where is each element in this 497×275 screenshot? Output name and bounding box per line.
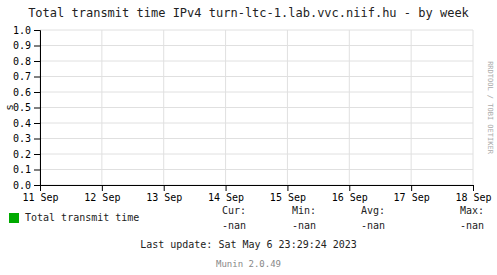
grid-line (411, 30, 412, 185)
y-tick-label: 0.6 (13, 87, 31, 98)
legend-swatch (9, 213, 19, 223)
legend-label: Total transmit time (25, 212, 139, 223)
y-tick: 0.4 (13, 118, 40, 129)
y-tick: 1.0 (13, 25, 40, 36)
y-tick: 0.5 (13, 102, 40, 113)
y-axis-line (34, 31, 41, 186)
grid-line (40, 61, 473, 62)
x-tick: 13 Sep (146, 185, 182, 203)
x-axis: 11 Sep 12 Sep 13 Sep 14 Sep 15 Sep 16 Sep 17 S… (22, 185, 491, 203)
x-tick: 15 Sep (270, 185, 306, 203)
x-tick: 12 Sep (84, 185, 120, 203)
x-tick: 16 Sep (332, 185, 368, 203)
grid (40, 30, 473, 185)
footer: Munin 2.0.49 (216, 259, 281, 269)
stat-header: Min: (292, 205, 316, 216)
y-tick-mark (34, 108, 40, 109)
stat-header: Avg: (361, 205, 385, 216)
x-tick-label: 14 Sep (208, 192, 244, 203)
y-axis: 0.0 0.1 0.2 0.3 0.4 0.5 0.6 0.7 0.8 0.9 1.0 (13, 25, 41, 191)
plot-area: 11 Sep 12 Sep 13 Sep 14 Sep 15 Sep 16 Sep 17 S… (13, 25, 492, 203)
y-tick-mark (34, 46, 40, 47)
stat-header: Max: (460, 205, 484, 216)
y-tick: 0.0 (13, 180, 40, 191)
grid-line (349, 30, 350, 185)
grid-line (40, 45, 473, 46)
y-tick-label: 0.3 (13, 133, 31, 144)
y-tick-mark (34, 77, 40, 78)
y-axis-title: s (3, 104, 16, 111)
y-tick-label: 0.9 (13, 40, 31, 51)
grid-line (40, 107, 473, 108)
x-tick-mark (349, 185, 350, 191)
y-tick: 0.6 (13, 87, 40, 98)
stat-header: Cur: (222, 205, 246, 216)
grid-line (225, 30, 226, 185)
x-tick-label: 15 Sep (270, 192, 306, 203)
stat-value: -nan (292, 220, 316, 231)
x-tick-mark (102, 185, 103, 191)
x-tick-label: 11 Sep (22, 192, 58, 203)
grid-line (40, 30, 473, 31)
stat-value: -nan (222, 220, 246, 231)
y-tick-label: 0.8 (13, 56, 31, 67)
y-tick: 0.9 (13, 40, 40, 51)
x-axis-line (41, 186, 474, 192)
y-tick: 0.8 (13, 56, 40, 67)
grid-line (163, 30, 164, 185)
grid-line (287, 30, 288, 185)
y-tick-mark (34, 170, 40, 171)
chart: Total transmit time IPv4 turn-ltc-1.lab.… (0, 0, 497, 275)
x-tick: 17 Sep (394, 185, 430, 203)
x-tick-mark (226, 185, 227, 191)
grid-line (40, 123, 473, 124)
y-tick-mark (34, 61, 40, 62)
x-tick-label: 17 Sep (394, 192, 430, 203)
x-tick-label: 16 Sep (332, 192, 368, 203)
y-tick: 0.1 (13, 164, 40, 175)
watermark: RRDTOOL / TOBI OETIKER (486, 61, 494, 155)
annotations: Cur: -nan Min: -nan Avg: -nan Max: -nan Last upd… (140, 61, 494, 268)
y-tick-mark (34, 123, 40, 124)
y-tick-label: 0.1 (13, 164, 31, 175)
x-tick-label: 12 Sep (84, 192, 120, 203)
stat-value: -nan (460, 220, 484, 231)
grid-line (101, 30, 102, 185)
grid-line (40, 138, 473, 139)
grid-line (40, 169, 473, 170)
y-tick-label: 0.2 (13, 149, 31, 160)
last-update: Last update: Sat May 6 23:29:24 2023 (140, 239, 357, 250)
y-tick-mark (34, 154, 40, 155)
x-tick: 18 Sep (455, 185, 491, 203)
grid-line (40, 92, 473, 93)
grid-line (473, 30, 474, 185)
x-tick-label: 18 Sep (455, 192, 491, 203)
y-tick: 0.3 (13, 133, 40, 144)
x-tick-mark (411, 185, 412, 191)
y-tick-mark (34, 30, 40, 31)
legend: Total transmit time (9, 212, 139, 223)
y-tick: 0.7 (13, 71, 40, 82)
x-tick-mark (164, 185, 165, 191)
x-tick: 14 Sep (208, 185, 244, 203)
x-tick-mark (473, 185, 474, 191)
y-tick-label: 1.0 (13, 25, 31, 36)
y-tick-mark (34, 185, 40, 186)
y-tick-label: 0.4 (13, 118, 31, 129)
y-tick-mark (34, 139, 40, 140)
x-tick-mark (287, 185, 288, 191)
grid-line (40, 154, 473, 155)
y-tick: 0.2 (13, 149, 40, 160)
stat-value: -nan (361, 220, 385, 231)
y-tick-mark (34, 92, 40, 93)
title: Total transmit time IPv4 turn-ltc-1.lab.… (28, 6, 469, 20)
y-tick-label: 0.7 (13, 71, 31, 82)
y-tick-label: 0.0 (13, 180, 31, 191)
x-tick-label: 13 Sep (146, 192, 182, 203)
grid-line (40, 76, 473, 77)
